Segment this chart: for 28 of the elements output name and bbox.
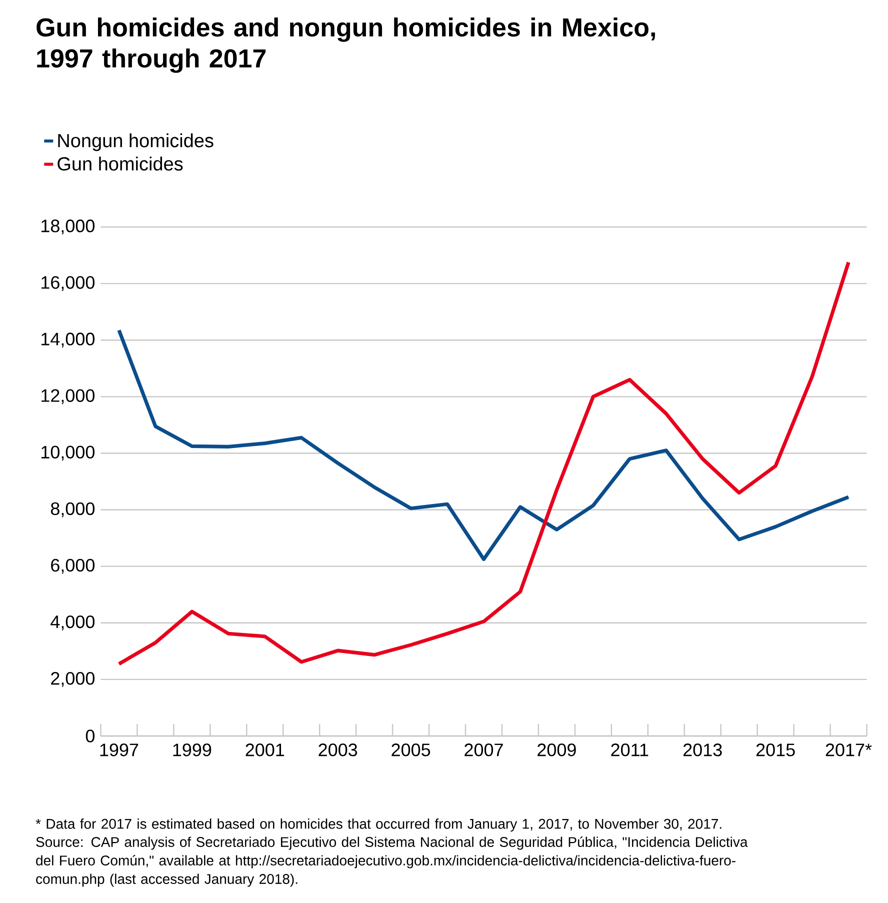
- x-tick-label: 2001: [246, 744, 284, 756]
- chart-title: Gun homicides and nongun homicides in Mexico, 1997 through 2017: [36, 18, 655, 73]
- x-tick-label: 1999: [173, 744, 212, 756]
- x-tick-label: 2017*: [826, 744, 872, 756]
- y-tick-label: 10,000: [42, 446, 95, 461]
- x-tick-label: 2015: [756, 744, 795, 756]
- source-note: Source: CAP analysis of Secretariado Ejecutivo del Sistema Nacional de Seguridad Pública, "Incidencia Delictiva del Fuero Común," available at http://secretariadoejecutivo.gob.mx/incidencia-delictiva/incidencia-delictiva-fuero-comun.php (last accessed January 2018).: [36, 836, 748, 887]
- text: * Data for 2017 is estimated based on homicides that occurred from January 1, 2017, to November 30, 2017.: [36, 818, 722, 832]
- x-tick-label: 2011: [611, 744, 648, 756]
- x-tick-label: 2003: [318, 744, 358, 756]
- y-tick-label: 16,000: [42, 276, 95, 291]
- legend-label: Gun homicides: [58, 156, 183, 171]
- line-series: [117, 328, 850, 562]
- x-tick-label: 2005: [392, 744, 430, 756]
- y-tick-label: 0: [86, 730, 95, 742]
- x-tick-label: 1997: [100, 744, 138, 756]
- y-tick-label: 2,000: [51, 672, 95, 687]
- line-series: [117, 260, 850, 666]
- x-tick-label: 2007: [464, 744, 503, 756]
- y-tick-label: 18,000: [42, 220, 95, 234]
- y-tick-label: 14,000: [42, 332, 95, 348]
- y-tick-label: 8,000: [50, 502, 95, 518]
- y-tick-label: 4,000: [50, 615, 95, 630]
- legend-label: Nongun homicides: [58, 133, 214, 152]
- y-tick-label: 6,000: [51, 558, 95, 574]
- x-tick-label: 2013: [683, 744, 722, 756]
- y-tick-label: 12,000: [42, 389, 95, 404]
- x-tick-label: 2009: [538, 744, 576, 756]
